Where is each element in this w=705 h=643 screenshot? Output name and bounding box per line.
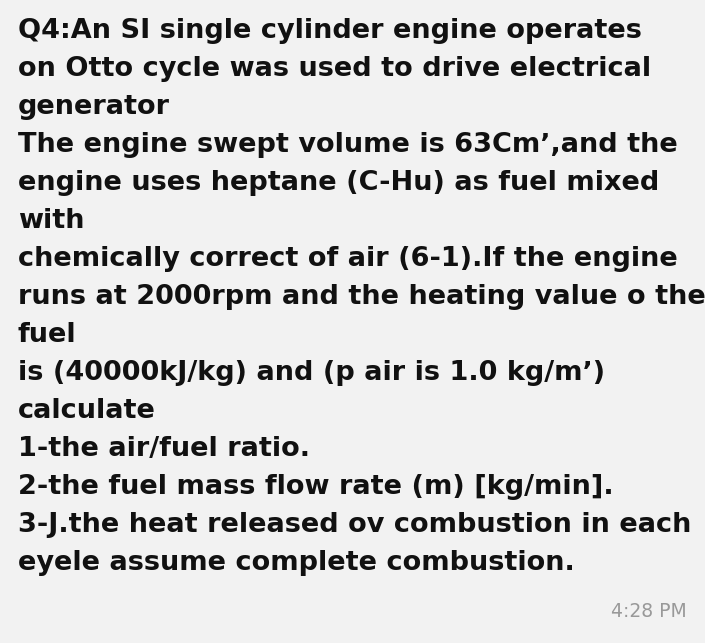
- Text: generator: generator: [18, 94, 170, 120]
- Text: 1-the air/fuel ratio.: 1-the air/fuel ratio.: [18, 436, 310, 462]
- Text: 3-J.the heat released ov combustion in each: 3-J.the heat released ov combustion in e…: [18, 512, 692, 538]
- Text: with: with: [18, 208, 85, 234]
- Text: The engine swept volume is 63Cmʼ,and the: The engine swept volume is 63Cmʼ,and the: [18, 132, 678, 158]
- Text: calculate: calculate: [18, 398, 156, 424]
- Text: on Otto cycle was used to drive electrical: on Otto cycle was used to drive electric…: [18, 56, 651, 82]
- Text: Q4:An SI single cylinder engine operates: Q4:An SI single cylinder engine operates: [18, 18, 642, 44]
- Text: fuel: fuel: [18, 322, 77, 348]
- Text: 2-the fuel mass flow rate (m) [kg/min].: 2-the fuel mass flow rate (m) [kg/min].: [18, 474, 613, 500]
- Text: 4:28 PM: 4:28 PM: [611, 602, 687, 621]
- Text: eyele assume complete combustion.: eyele assume complete combustion.: [18, 550, 575, 576]
- Text: chemically correct of air (6-1).If the engine: chemically correct of air (6-1).If the e…: [18, 246, 678, 272]
- Text: runs at 2000rpm and the heating value o the: runs at 2000rpm and the heating value o …: [18, 284, 705, 310]
- Text: is (40000kJ/kg) and (p air is 1.0 kg/mʼ): is (40000kJ/kg) and (p air is 1.0 kg/mʼ): [18, 360, 605, 386]
- Text: engine uses heptane (C-Hu) as fuel mixed: engine uses heptane (C-Hu) as fuel mixed: [18, 170, 659, 196]
